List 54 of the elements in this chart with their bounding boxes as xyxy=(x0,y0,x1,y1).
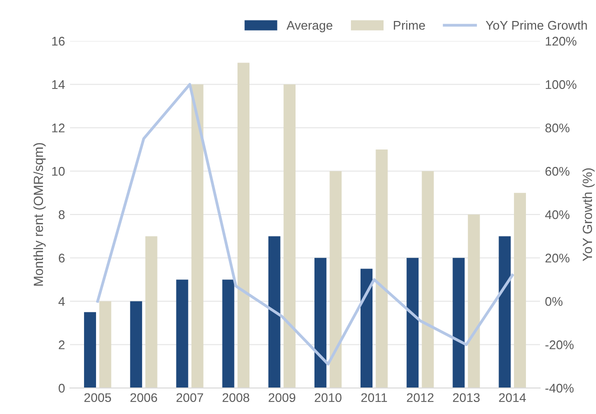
legend-label: Average xyxy=(286,21,332,32)
y-tick-label: 2 xyxy=(58,340,65,350)
x-tick-label: 2013 xyxy=(453,393,480,402)
y-tick-label: 12 xyxy=(52,124,65,132)
bar xyxy=(99,301,112,388)
bar xyxy=(84,312,96,388)
bar xyxy=(376,149,388,388)
bar xyxy=(176,280,188,388)
bar xyxy=(452,258,465,388)
y2-tick-label: 0% xyxy=(545,297,562,306)
y2-tick-label: 40% xyxy=(545,210,570,220)
y-tick-label: 4 xyxy=(58,297,65,306)
y2-tick-label: 60% xyxy=(545,166,570,176)
bar xyxy=(145,236,158,388)
legend-label: Prime xyxy=(394,20,425,30)
bar xyxy=(330,171,342,388)
bar xyxy=(222,280,234,388)
x-tick-label: 2005 xyxy=(84,393,112,402)
bar xyxy=(468,214,480,388)
y2-tick-label: -40% xyxy=(545,384,574,393)
y-tick-label: 16 xyxy=(52,36,65,46)
y2-axis-title: YoY Growth (%) xyxy=(582,168,595,262)
y2-tick-label: 80% xyxy=(545,124,570,132)
x-tick-label: 2012 xyxy=(406,393,434,402)
bar xyxy=(191,84,204,388)
y-tick-label: 0 xyxy=(58,384,65,393)
x-tick-label: 2010 xyxy=(314,393,342,402)
bar xyxy=(237,62,250,388)
bar xyxy=(422,171,434,388)
x-tick-label: 2008 xyxy=(222,393,250,402)
bar xyxy=(514,192,526,388)
y-tick-label: 14 xyxy=(52,80,65,89)
legend-label: YoY Prime Growth xyxy=(486,20,587,30)
x-tick-label: 2011 xyxy=(361,393,387,402)
y2-tick-label: 100% xyxy=(546,80,576,90)
bar xyxy=(314,258,326,388)
y2-tick-label: 20% xyxy=(545,254,570,263)
x-tick-label: 2007 xyxy=(176,393,204,402)
x-tick-label: 2014 xyxy=(499,393,526,402)
y2-tick-label: 120% xyxy=(546,36,576,46)
y-tick-label: 10 xyxy=(52,166,65,176)
x-tick-label: 2006 xyxy=(130,393,158,402)
y-axis-title: Monthly rent (OMR/sqm) xyxy=(33,143,46,286)
bar xyxy=(360,268,373,388)
bar xyxy=(498,236,511,388)
bar xyxy=(406,258,419,388)
bar xyxy=(268,236,280,388)
y-tick-label: 8 xyxy=(58,210,65,220)
x-tick-label: 2009 xyxy=(268,393,296,402)
bar xyxy=(130,301,142,388)
y-tick-label: 6 xyxy=(58,254,65,263)
line-series xyxy=(96,82,514,366)
y2-tick-label: -20% xyxy=(545,340,574,350)
bar xyxy=(284,84,296,388)
